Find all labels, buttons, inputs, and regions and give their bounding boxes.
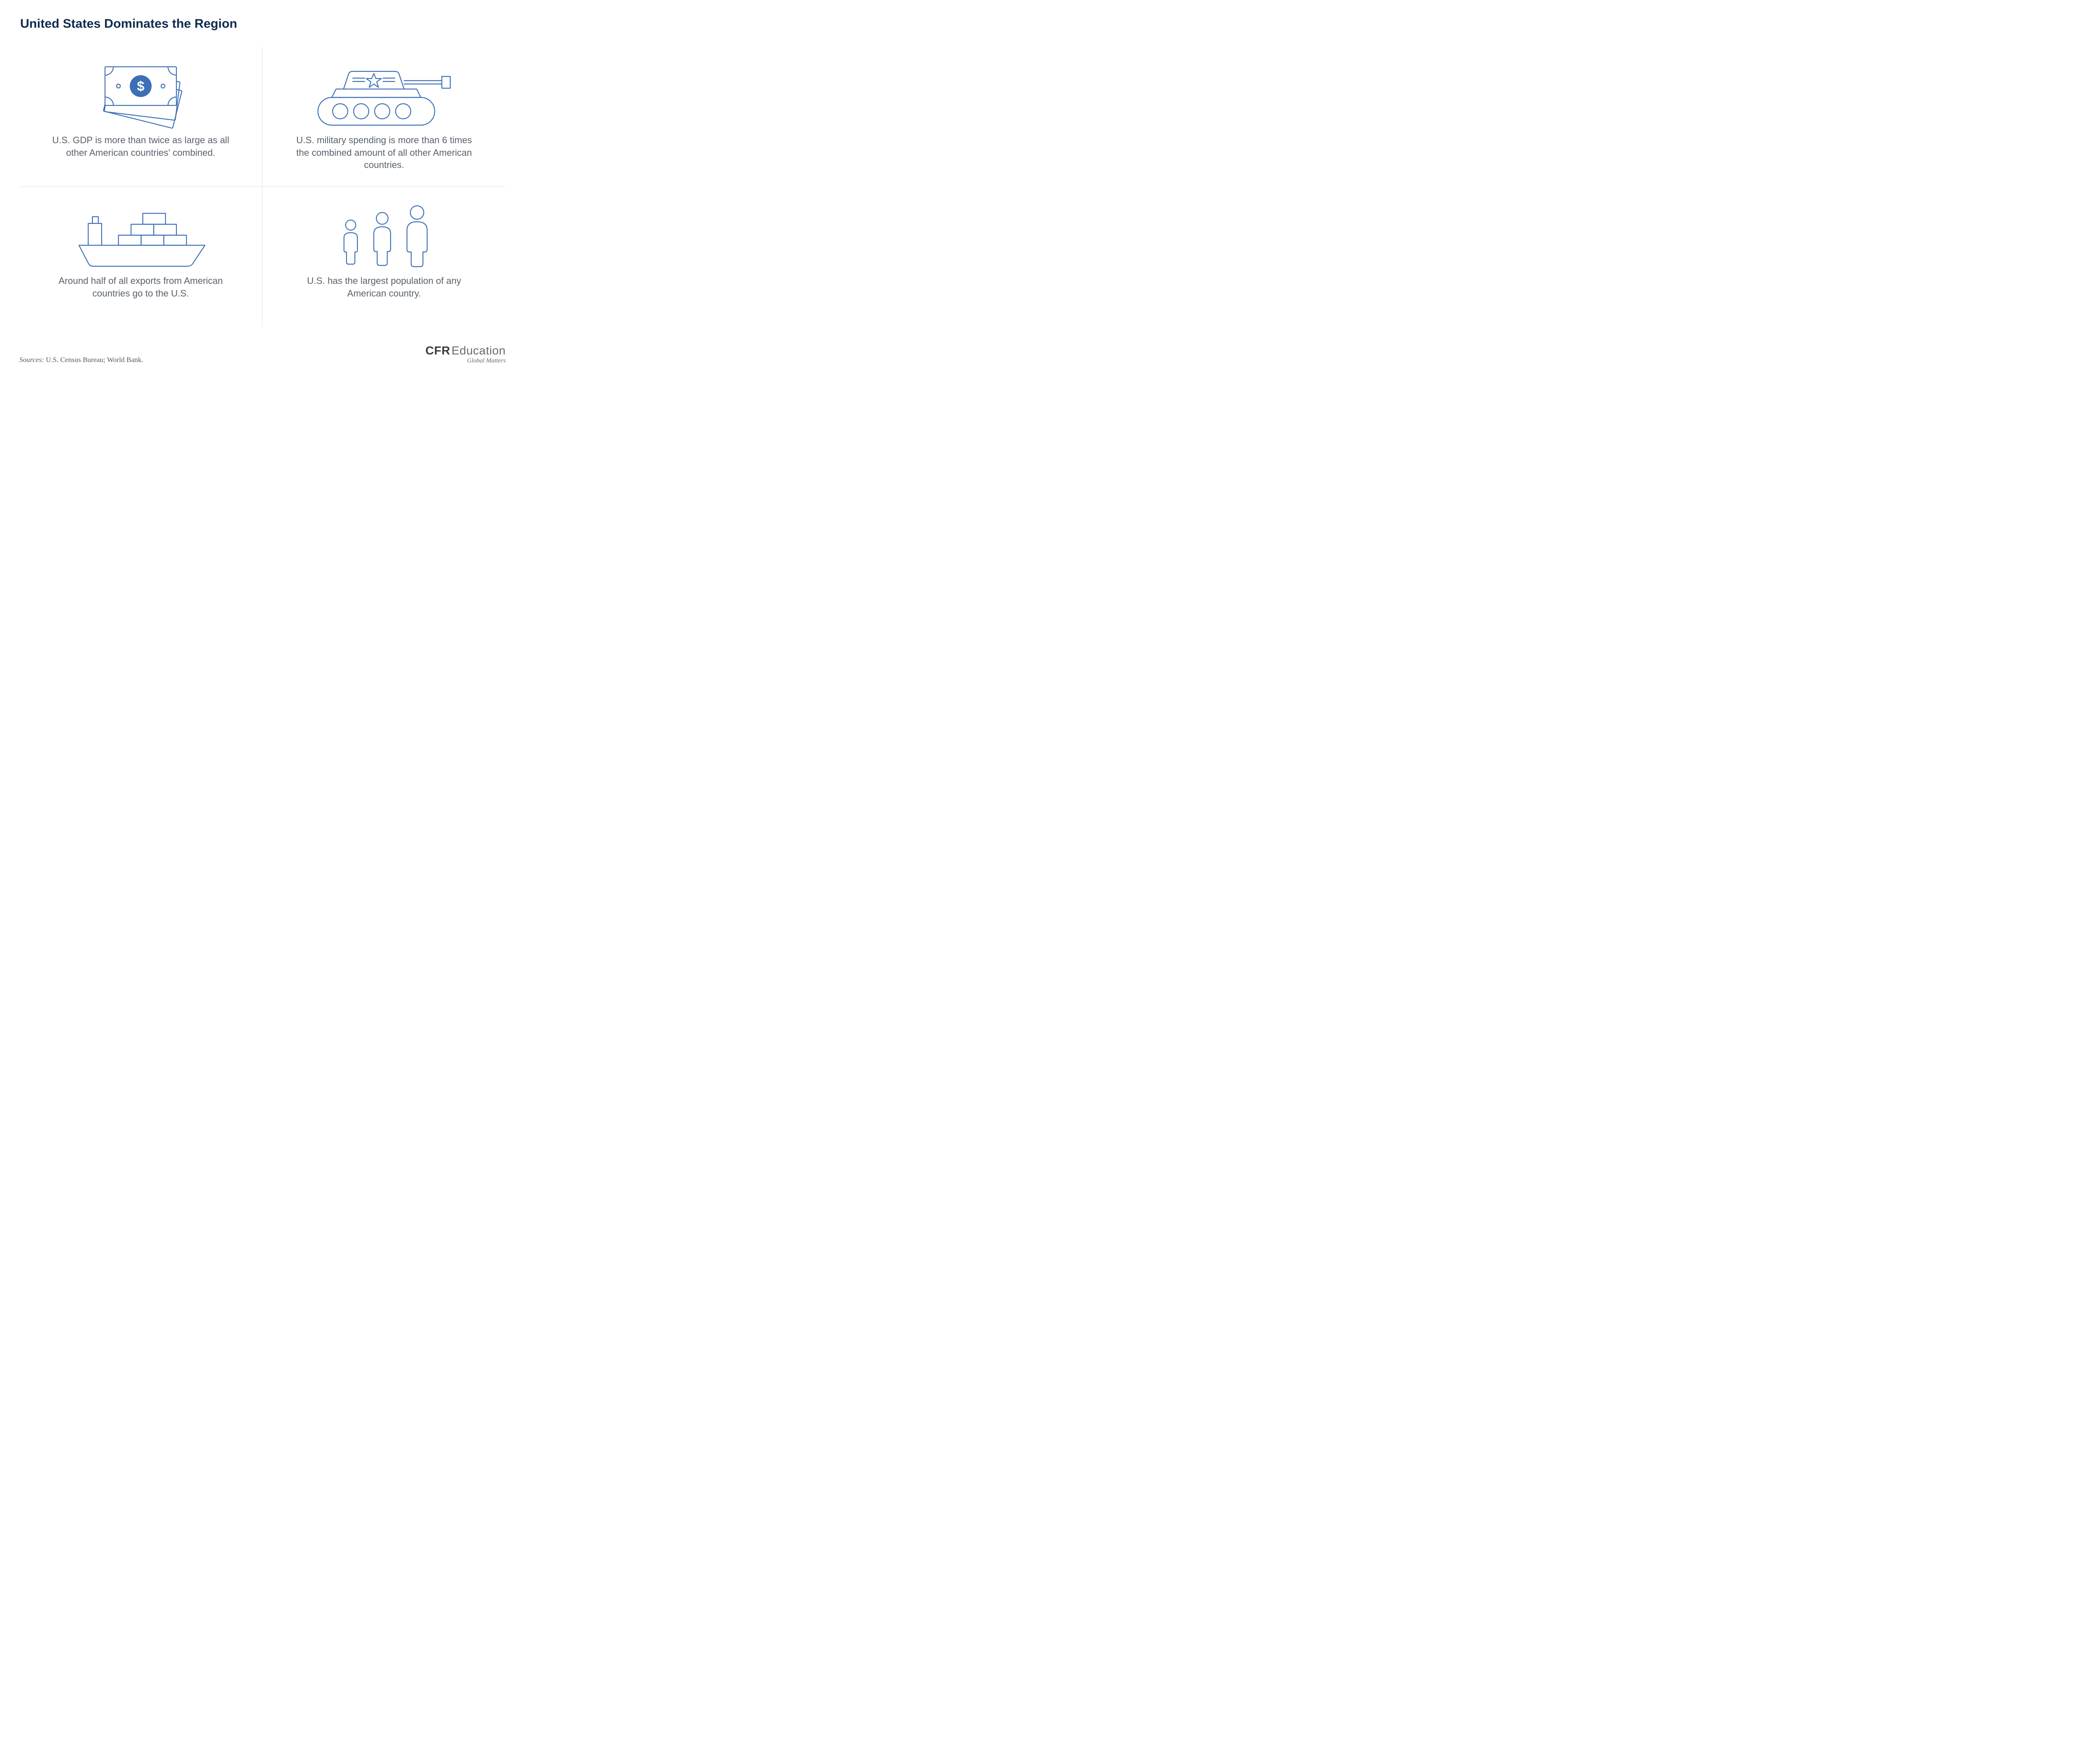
infographic-page: United States Dominates the Region xyxy=(0,0,525,377)
panel-military: U.S. military spending is more than 6 ti… xyxy=(262,46,506,187)
tank-icon xyxy=(311,56,458,134)
panel-exports: Around half of all exports from American… xyxy=(19,187,262,328)
svg-text:$: $ xyxy=(137,79,144,94)
sources: Sources: U.S. Census Bureau; World Bank. xyxy=(19,356,143,364)
brand-line1: CFREducation xyxy=(425,344,506,357)
sources-label: Sources: xyxy=(19,356,44,364)
ship-icon xyxy=(71,197,210,275)
brand-cfr: CFR xyxy=(425,344,450,357)
caption-gdp: U.S. GDP is more than twice as large as … xyxy=(50,134,231,159)
panel-grid: $ U.S. GDP is more than twice as large a… xyxy=(19,46,506,328)
brand-edu: Education xyxy=(452,344,506,357)
panel-population: U.S. has the largest population of any A… xyxy=(262,187,506,328)
caption-exports: Around half of all exports from American… xyxy=(50,275,231,299)
brand-logo: CFREducation Global Matters xyxy=(425,344,506,364)
caption-military: U.S. military spending is more than 6 ti… xyxy=(294,134,475,171)
brand-tagline: Global Matters xyxy=(425,358,506,365)
people-icon xyxy=(330,197,439,275)
page-title: United States Dominates the Region xyxy=(20,17,506,31)
sources-text: U.S. Census Bureau; World Bank. xyxy=(46,356,143,364)
panel-gdp: $ U.S. GDP is more than twice as large a… xyxy=(19,46,262,187)
footer: Sources: U.S. Census Bureau; World Bank.… xyxy=(19,344,506,364)
caption-population: U.S. has the largest population of any A… xyxy=(294,275,475,299)
money-icon: $ xyxy=(92,56,189,134)
